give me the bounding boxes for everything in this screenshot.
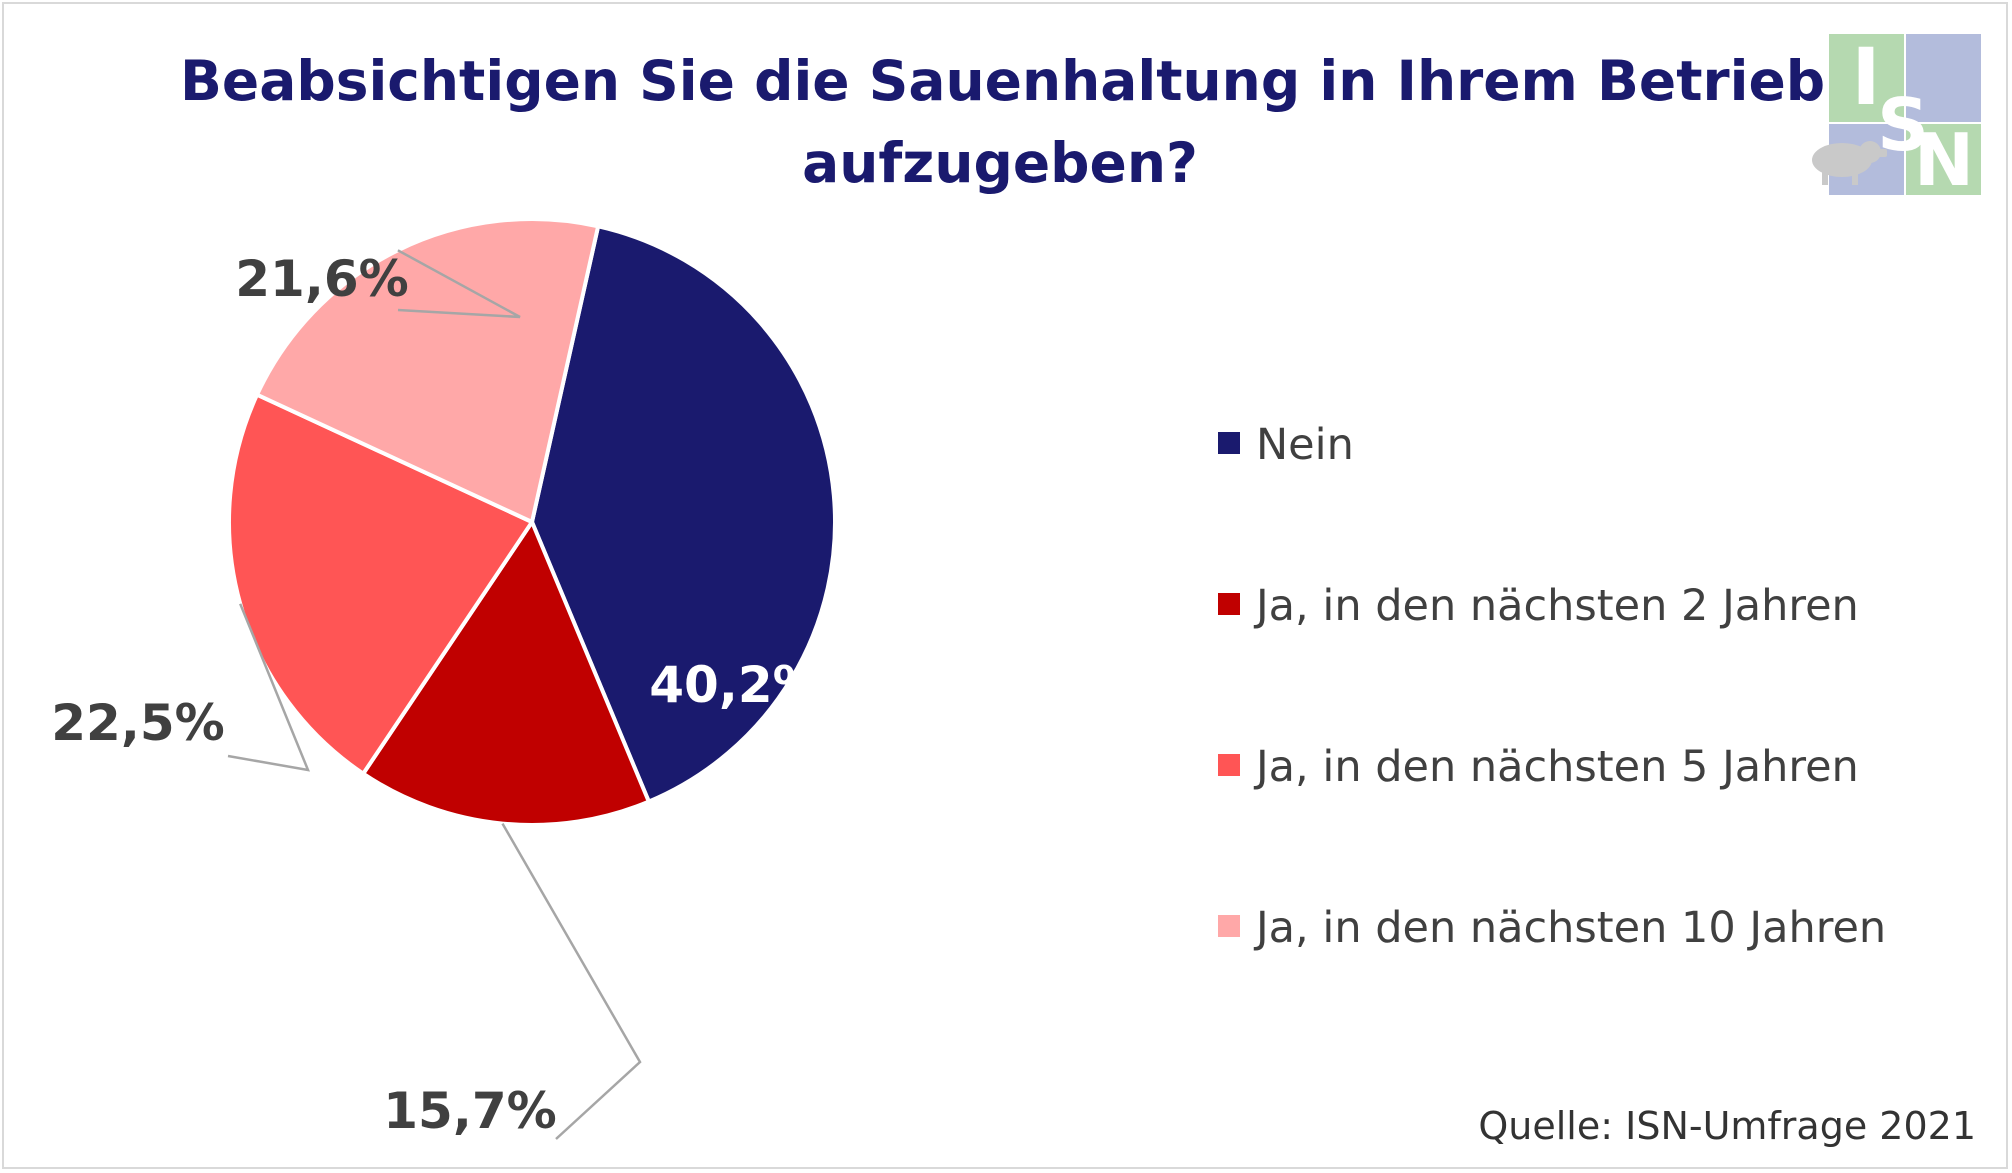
legend-label-ja-in-den-naechsten-10-jahren: Ja, in den nächsten 10 Jahren [1253, 903, 1886, 953]
pie-slice-ja-in-den-naechsten-2-jahren [361, 520, 651, 827]
legend-label-nein: Nein [1256, 420, 1354, 470]
data-labels: 40,2% 15,7% 22,5% 21,6% [51, 250, 822, 1140]
pie-slice-nein [530, 224, 837, 804]
data-label-ja-in-den-naechsten-5-jahren: 22,5% [51, 694, 224, 752]
legend-swatch-ja-in-den-naechsten-2-jahren [1218, 593, 1240, 615]
logo-tile-green-top [1829, 34, 1904, 122]
source-note: Quelle: ISN-Umfrage 2021 [1478, 1104, 1976, 1148]
isn-logo: I S N [1812, 33, 1981, 202]
chart-title-line-1: Beabsichtigen Sie die Sauenhaltung in Ih… [180, 49, 1826, 113]
chart-title: Beabsichtigen Sie die Sauenhaltung in Ih… [180, 40, 1826, 204]
legend-swatch-ja-in-den-naechsten-10-jahren [1218, 915, 1240, 937]
legend: Nein Ja, in den nächsten 2 Jahren Ja, in d… [1218, 420, 1886, 953]
pie-slice-ja-in-den-naechsten-5-jahren [227, 392, 534, 776]
legend-swatch-nein [1218, 432, 1240, 454]
pig-icon [1812, 141, 1887, 185]
leader-line-ja-in-den-naechsten-10-jahren [397, 249, 521, 319]
leader-lines [227, 249, 642, 1140]
logo-letter-n: N [1914, 118, 1974, 202]
logo-tile-green-bottom [1906, 124, 1981, 195]
leader-line-ja-in-den-naechsten-2-jahren [501, 822, 642, 1140]
logo-tile-blue-top [1906, 34, 1981, 122]
data-label-ja-in-den-naechsten-10-jahren: 21,6% [235, 250, 408, 308]
chart-title-line-2: aufzugeben? [802, 131, 1198, 195]
pie-slices [227, 217, 837, 827]
data-label-ja-in-den-naechsten-2-jahren: 15,7% [383, 1082, 556, 1140]
logo-letter-i: I [1851, 33, 1880, 123]
legend-label-ja-in-den-naechsten-2-jahren: Ja, in den nächsten 2 Jahren [1253, 581, 1859, 631]
leader-line-ja-in-den-naechsten-5-jahren [227, 603, 311, 772]
legend-swatch-ja-in-den-naechsten-5-jahren [1218, 754, 1240, 776]
legend-label-ja-in-den-naechsten-5-jahren: Ja, in den nächsten 5 Jahren [1253, 742, 1859, 792]
data-label-nein: 40,2% [649, 656, 822, 714]
